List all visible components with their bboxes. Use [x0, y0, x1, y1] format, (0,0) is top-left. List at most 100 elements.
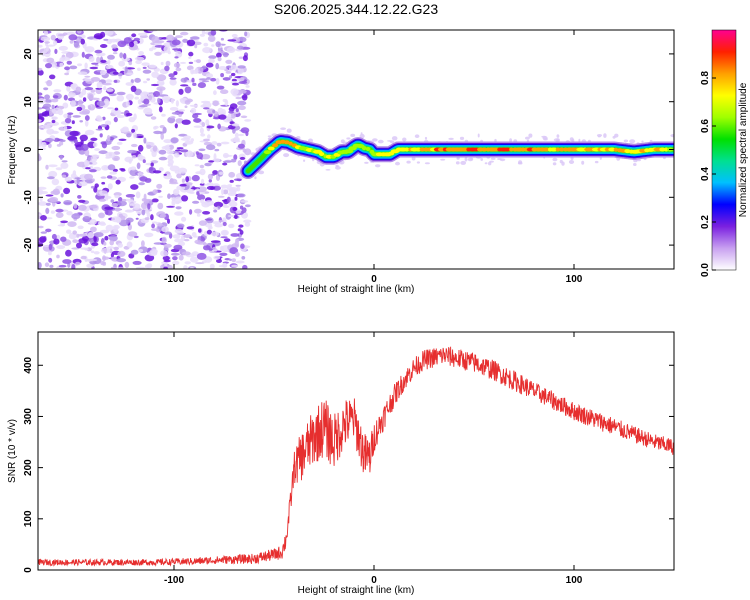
noise-speckle [220, 104, 230, 107]
noise-speckle [44, 94, 50, 100]
noise-speckle [43, 87, 49, 91]
noise-speckle [58, 264, 67, 268]
noise-speckle [133, 113, 137, 120]
noise-speckle [98, 212, 105, 219]
noise-speckle [185, 182, 193, 186]
noise-speckle [135, 60, 142, 65]
noise-speckle [629, 139, 636, 144]
snr-ylabel: SNR (10 * v/v) [7, 419, 18, 483]
noise-speckle [178, 241, 186, 246]
noise-speckle [228, 110, 234, 114]
noise-speckle [49, 74, 56, 80]
noise-speckle [80, 143, 89, 151]
noise-speckle [212, 109, 216, 114]
noise-speckle [105, 156, 111, 159]
noise-speckle [116, 91, 126, 96]
noise-speckle [138, 51, 145, 56]
noise-speckle [173, 71, 178, 76]
noise-speckle [154, 51, 162, 56]
noise-speckle [48, 251, 52, 256]
heatmap-xlabel: Height of straight line (km) [298, 284, 415, 295]
noise-speckle [228, 223, 235, 229]
noise-speckle [45, 202, 51, 206]
noise-speckle [99, 133, 103, 138]
noise-speckle [186, 39, 196, 47]
noise-speckle [100, 176, 107, 179]
noise-speckle [154, 45, 165, 48]
noise-speckle [48, 143, 52, 149]
noise-speckle [227, 214, 236, 218]
noise-speckle [143, 137, 147, 144]
noise-speckle [208, 160, 215, 163]
noise-speckle [77, 63, 82, 67]
noise-speckle [107, 107, 114, 110]
noise-speckle [105, 224, 114, 232]
noise-speckle [119, 52, 124, 59]
noise-speckle [172, 48, 182, 51]
noise-speckle [130, 184, 139, 190]
noise-speckle [49, 264, 54, 268]
noise-speckle [100, 261, 106, 266]
noise-speckle [49, 111, 53, 116]
noise-speckle [104, 206, 114, 210]
noise-speckle [188, 51, 194, 57]
noise-speckle [101, 142, 107, 149]
ridge-core [344, 149, 354, 154]
noise-speckle [98, 221, 102, 225]
noise-speckle [73, 41, 80, 48]
noise-speckle [39, 236, 47, 243]
noise-speckle [89, 218, 97, 225]
noise-speckle [217, 123, 221, 130]
noise-speckle [141, 92, 150, 95]
ridge-core [664, 147, 669, 152]
noise-speckle [94, 148, 100, 151]
noise-speckle [59, 62, 64, 67]
noise-speckle [50, 210, 56, 214]
noise-speckle [100, 59, 107, 64]
noise-speckle [104, 98, 109, 105]
noise-speckle [120, 127, 130, 133]
noise-speckle [440, 158, 446, 161]
noise-speckle [578, 138, 581, 142]
noise-speckle [60, 236, 67, 242]
noise-speckle [283, 153, 290, 158]
noise-speckle [107, 59, 111, 65]
noise-speckle [38, 107, 44, 110]
noise-speckle [178, 88, 184, 95]
noise-speckle [518, 160, 523, 165]
noise-speckle [113, 79, 118, 83]
noise-speckle [39, 48, 48, 54]
noise-speckle [189, 236, 193, 240]
noise-speckle [72, 239, 79, 244]
noise-speckle [69, 40, 74, 44]
noise-speckle [90, 97, 100, 101]
noise-speckle [199, 183, 205, 186]
noise-speckle [107, 54, 115, 60]
noise-speckle [128, 253, 135, 259]
noise-speckle [125, 93, 134, 101]
noise-speckle [93, 251, 100, 255]
noise-speckle [84, 87, 94, 91]
noise-speckle [237, 228, 242, 232]
noise-speckle [215, 62, 220, 70]
noise-speckle [228, 258, 232, 261]
noise-speckle [219, 252, 228, 256]
colorbar-ticks: 0.0 0.2 0.4 0.6 0.8 [700, 71, 716, 277]
noise-speckle [145, 112, 153, 115]
noise-speckle [202, 211, 211, 215]
noise-speckle [189, 266, 194, 269]
noise-speckle [205, 73, 213, 79]
noise-speckle [212, 158, 221, 163]
noise-speckle [136, 162, 141, 170]
noise-speckle [125, 82, 134, 86]
noise-speckle [44, 138, 54, 142]
noise-speckle [91, 178, 95, 182]
noise-speckle [541, 135, 547, 138]
noise-speckle [71, 120, 75, 125]
colorbar: 0.0 0.2 0.4 0.6 0.8 Normalized spectral ampl… [700, 29, 749, 277]
noise-speckle [70, 83, 76, 89]
noise-speckle [175, 118, 184, 124]
noise-speckle [199, 127, 204, 134]
noise-speckle [116, 141, 123, 145]
